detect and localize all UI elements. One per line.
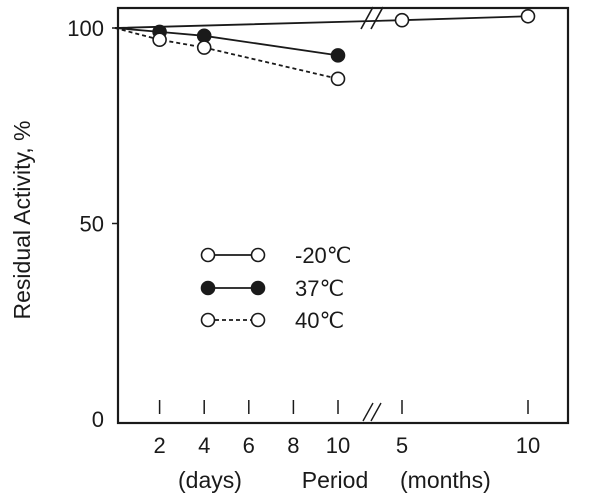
series-line (114, 24, 346, 63)
axis-label-layer: Residual Activity, % (days) Period (months) (9, 121, 491, 493)
legend-marker (250, 247, 266, 263)
series-break-stroke (370, 6, 384, 30)
x-tick-label: 4 (198, 433, 210, 458)
legend-label: 40℃ (295, 308, 344, 333)
legend-label: 37℃ (295, 276, 344, 301)
legend-marker (200, 280, 216, 296)
x-axis-label-months: (months) (400, 467, 491, 493)
x-tick-label: 8 (287, 433, 299, 458)
legend-marker (250, 312, 266, 328)
x-tick-label: 2 (153, 433, 165, 458)
x-tick-label: 10 (516, 433, 540, 458)
axis-break-stroke (370, 402, 382, 422)
legend: -20℃ 37℃ 40℃ (200, 243, 352, 333)
data-point (330, 48, 346, 63)
legend-marker (200, 247, 216, 263)
legend-marker (250, 280, 266, 296)
legend-label: -20℃ (295, 243, 352, 268)
legend-item: 40℃ (200, 308, 344, 333)
x-tick-label: 6 (243, 433, 255, 458)
y-tick-label: 50 (80, 212, 104, 237)
x-axis-label-days: (days) (178, 467, 242, 493)
y-axis-label: Residual Activity, % (9, 121, 35, 320)
data-point (330, 71, 346, 87)
series-path (114, 27, 339, 57)
series-path (114, 27, 339, 80)
data-point (394, 12, 410, 28)
legend-item: 37℃ (200, 276, 344, 301)
series-path (114, 15, 529, 29)
series-break-stroke (360, 6, 374, 30)
data-point (152, 32, 167, 48)
series-line (114, 27, 346, 87)
series-line (114, 8, 536, 29)
x-tick-label: 5 (396, 433, 408, 458)
plot-frame-layer (116, 6, 570, 425)
series-layer (114, 8, 536, 87)
x-tick-label: 10 (326, 433, 350, 458)
y-tick-label: 0 (92, 407, 104, 432)
x-axis-break-mark (362, 402, 382, 422)
x-axis-label-period: Period (302, 467, 368, 493)
legend-marker (200, 312, 216, 328)
data-point (520, 8, 536, 24)
plot-border (116, 6, 570, 425)
y-tick-label: 100 (67, 16, 104, 41)
data-point (196, 40, 212, 55)
legend-item: -20℃ (200, 243, 352, 268)
axis-break-stroke (362, 402, 374, 422)
tick-layer: 0 50 100 2 4 6 8 10 5 10 (67, 16, 540, 458)
